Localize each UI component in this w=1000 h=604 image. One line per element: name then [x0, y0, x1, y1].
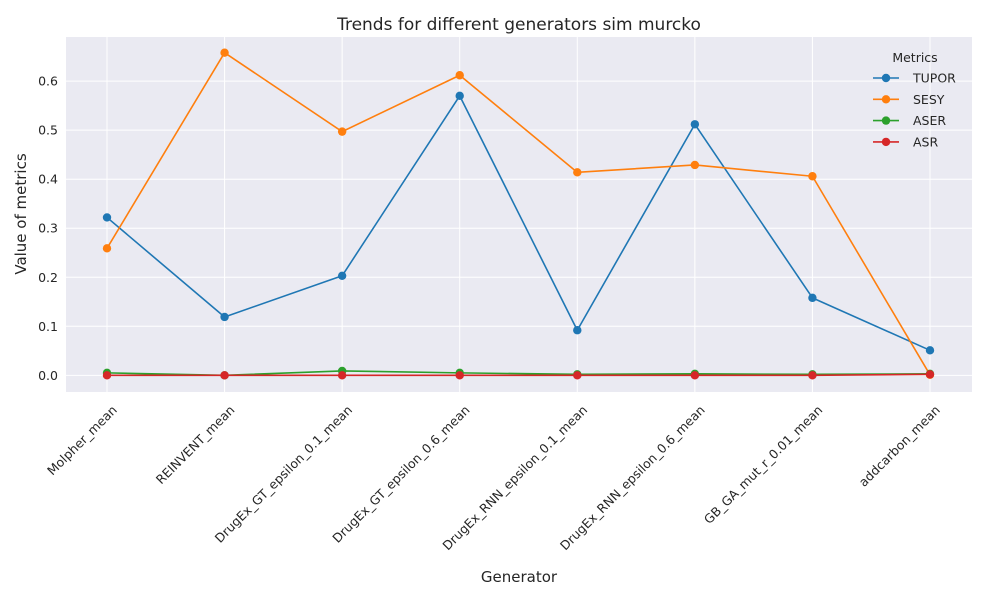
legend-item-tupor: TUPOR [873, 71, 956, 86]
legend-label: ASR [913, 134, 938, 149]
legend-item-sesy: SESY [873, 92, 945, 107]
chart-title: Trends for different generators sim murc… [336, 15, 701, 35]
data-point-tupor [337, 271, 347, 280]
series-layer [102, 48, 935, 380]
data-point-asr [220, 371, 229, 380]
data-point-tupor [455, 91, 464, 101]
data-point-tupor [102, 213, 112, 222]
data-point-sesy [690, 160, 700, 170]
legend-swatch-marker [881, 137, 891, 147]
legend-swatch-marker [881, 73, 891, 83]
y-tick-label: 0.1 [38, 319, 58, 334]
data-point-tupor [573, 326, 582, 335]
legend-title: Metrics [892, 50, 937, 65]
data-point-sesy [573, 168, 582, 177]
legend-label: SESY [913, 92, 945, 107]
series-tupor [102, 91, 935, 355]
data-point-tupor [808, 293, 817, 303]
data-point-tupor [690, 120, 700, 129]
data-point-sesy [455, 71, 464, 80]
y-tick-labels: 0.0 0.1 0.2 0.3 0.4 0.5 0.6 [38, 74, 58, 383]
data-point-asr [925, 370, 935, 379]
legend-label: ASER [913, 113, 946, 128]
legend: Metrics TUPOR SESY ASER ASR [873, 50, 956, 149]
series-line-sesy [106, 51, 931, 376]
data-point-tupor [220, 312, 229, 322]
y-tick-label: 0.0 [38, 368, 58, 383]
y-tick-label: 0.4 [38, 172, 58, 187]
y-tick-label: 0.6 [38, 74, 58, 89]
data-point-sesy [808, 172, 817, 181]
legend-swatch-marker [881, 116, 891, 125]
y-axis-label: Value of metrics [12, 153, 30, 274]
x-axis-label: Generator [481, 568, 558, 586]
legend-item-asr: ASR [873, 134, 938, 149]
series-line-asr [107, 373, 931, 377]
data-point-asr [102, 371, 112, 380]
legend-label: TUPOR [912, 71, 956, 86]
data-point-sesy [102, 244, 112, 253]
series-line-tupor [106, 95, 931, 352]
data-point-sesy [220, 48, 229, 57]
legend-swatch-marker [881, 95, 891, 104]
data-point-asr [337, 371, 347, 380]
data-point-tupor [925, 346, 935, 355]
legend-item-aser: ASER [873, 113, 946, 128]
y-tick-label: 0.5 [38, 123, 58, 138]
series-asr [102, 370, 935, 380]
data-point-asr [455, 371, 464, 380]
y-tick-label: 0.2 [38, 270, 58, 285]
data-point-asr [690, 371, 700, 380]
data-point-asr [808, 371, 817, 380]
data-point-asr [573, 371, 582, 380]
data-point-sesy [337, 127, 347, 136]
y-tick-label: 0.3 [38, 221, 58, 236]
